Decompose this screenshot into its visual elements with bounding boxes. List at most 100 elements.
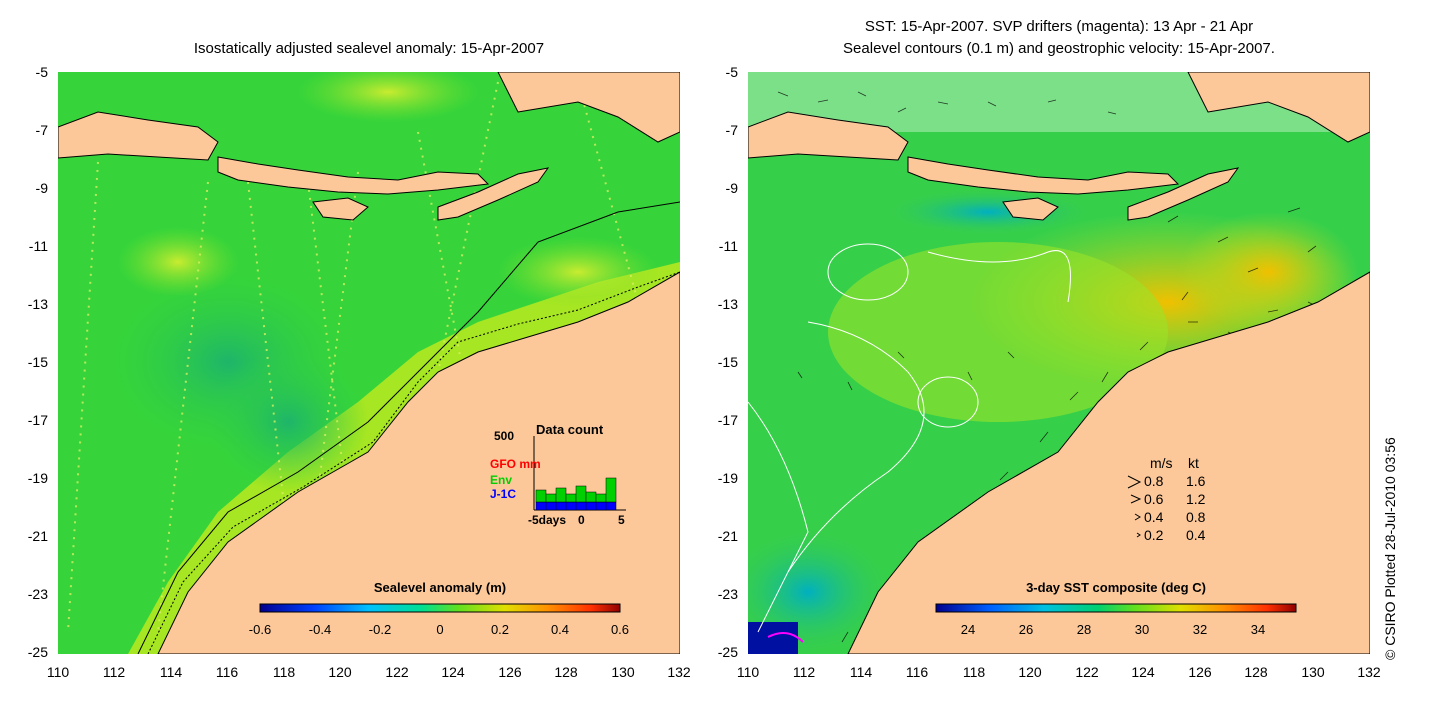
velocity-ms: 0.8 [1144,473,1164,489]
timor-island [437,167,550,221]
inset-bar [595,493,607,503]
timor-island [1127,167,1240,221]
y-tick-label: -25 [717,644,738,660]
colorbar-tick: 0.6 [611,622,629,637]
sealevel-contour [827,243,909,301]
inset-series-label: GFO mm [490,457,541,471]
x-tick-label: 130 [611,664,635,680]
land [58,72,680,654]
inset-bar [595,501,607,511]
inset-xtick: 5 [618,513,625,527]
north-islands [497,72,680,143]
y-tick-label: -15 [27,354,48,370]
x-tick-label: 116 [905,664,929,680]
warm-sst-region [828,242,1168,422]
inset-title: Data count [536,422,604,437]
x-tick-label: 122 [1075,664,1099,680]
java-island [58,111,219,161]
colorbar-tick: 34 [1251,622,1265,637]
colorbar-tick: 0.4 [551,622,569,637]
inset-bar [605,477,617,503]
y-tick-label: -9 [35,180,48,196]
data-count-inset: Data count 500 GFO mm Env J-1C -5days 0 … [490,422,626,527]
x-tick-label: 112 [792,664,816,680]
inset-bar [605,501,617,511]
velocity-arrow-icon [1136,532,1141,538]
low-anomaly-blob [208,352,368,492]
y-tick-label: -11 [718,238,738,254]
svp-drifter-track [767,632,804,643]
y-tick-label: -21 [27,528,48,544]
cool-sst-patch [748,622,798,654]
y-tick-label: -17 [27,412,48,428]
y-tick-label: -23 [717,586,738,602]
y-tick-label: -13 [717,296,738,312]
sealevel-contour [748,401,809,633]
x-tick-label: 124 [441,664,465,680]
y-tick-label: -25 [27,644,48,660]
x-tick-label: 118 [962,664,986,680]
sumba-island [312,197,369,221]
velocity-header-ms: m/s [1150,455,1173,471]
x-tick-label: 128 [1244,664,1268,680]
inset-bar [565,501,577,511]
colorbar-tick: 0 [436,622,443,637]
inset-bar [575,501,587,511]
inset-bar [545,493,557,503]
y-tick-label: -5 [35,64,48,80]
bathymetry-contour-dotted [147,271,680,654]
warm-sst-region [1178,212,1358,332]
y-tick-label: -11 [28,238,48,254]
colorbar-label: Sealevel anomaly (m) [374,580,506,595]
y-tick-label: -7 [35,122,48,138]
velocity-ms: 0.4 [1144,509,1164,525]
y-tick-label: -23 [27,586,48,602]
north-islands [1187,72,1370,143]
australia-mainland [847,271,1370,654]
sealevel-contour [927,250,1071,303]
right-map-title-line1: SST: 15-Apr-2007. SVP drifters (magenta)… [864,18,1254,35]
inset-bar [535,489,547,503]
colorbar-gradient [935,603,1297,613]
colorbar-tick: 28 [1077,622,1091,637]
y-tick-label: -19 [27,470,48,486]
lesser-sunda-islands [217,156,490,195]
x-tick-label: 118 [272,664,296,680]
colorbar-tick: 32 [1193,622,1207,637]
sealevel-contours [748,243,1071,633]
velocity-kt: 1.6 [1186,473,1206,489]
velocity-arrow-icon [1127,475,1142,489]
y-tick-label: -15 [717,354,738,370]
inset-bar [585,501,597,511]
high-anomaly-blob [118,227,238,297]
copyright-label: © CSIRO Plotted 28-Jul-2010 03:56 [1382,437,1398,660]
land [748,72,1370,654]
sealevel-contour [917,376,979,428]
cool-sst-region [748,532,888,652]
velocity-kt: 1.2 [1186,491,1206,507]
colorbar-tick: 24 [961,622,975,637]
y-tick-label: -13 [27,296,48,312]
y-tick-label: -19 [717,470,738,486]
x-tick-label: 120 [328,664,352,680]
x-tick-label: 132 [667,664,691,680]
right-colorbar: 3-day SST composite (deg C) 24 26 28 30 … [935,580,1297,637]
sealevel-contour [787,321,925,573]
inset-xticks: -5days 0 5 [528,513,625,527]
x-tick-label: 132 [1357,664,1381,680]
colorbar-tick: -0.6 [249,622,271,637]
inset-xtick: -5days [528,513,566,527]
x-tick-label: 128 [554,664,578,680]
y-tick-label: -9 [725,180,738,196]
inset-series-label: Env [490,473,512,487]
inset-bar [535,501,547,511]
inset-bar [545,501,557,511]
x-tick-label: 130 [1301,664,1325,680]
y-tick-label: -5 [725,64,738,80]
right-map [748,72,1370,654]
x-tick-label: 126 [498,664,522,680]
inset-bar [565,493,577,503]
velocity-kt: 0.4 [1186,527,1206,543]
velocity-legend: m/s kt 0.8 1.6 0.6 1.2 0.4 0.8 0.2 0.4 [1127,455,1206,543]
colorbar-tick: -0.4 [309,622,331,637]
